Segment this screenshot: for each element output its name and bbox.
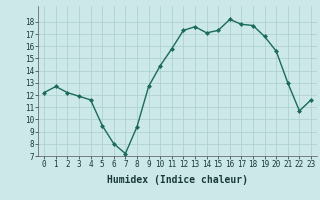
X-axis label: Humidex (Indice chaleur): Humidex (Indice chaleur): [107, 175, 248, 185]
